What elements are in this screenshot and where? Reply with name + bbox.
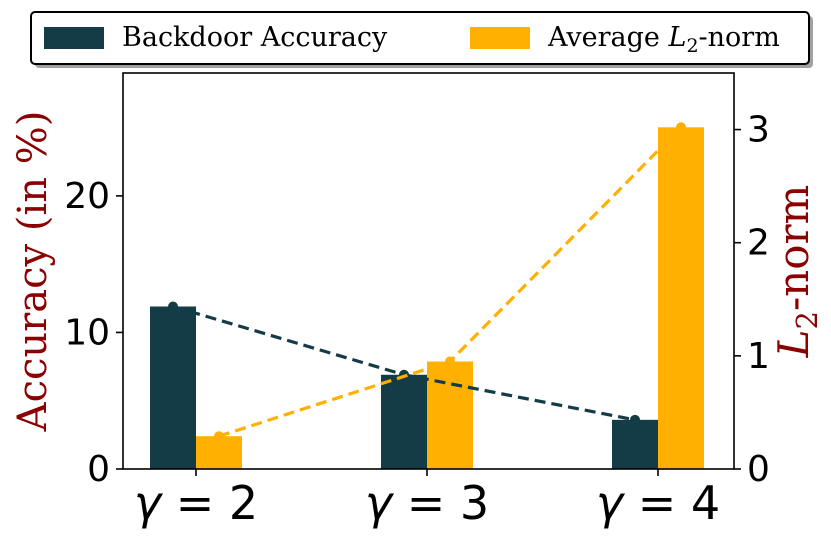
legend-label-backdoor-accuracy: Backdoor Accuracy: [122, 22, 388, 53]
bar-average-l2-norm-3: [658, 127, 704, 470]
point-backdoor-accuracy-3: [630, 414, 640, 425]
y-axis-label-left: Accuracy (in %): [10, 111, 56, 433]
point-backdoor-accuracy-1: [168, 301, 178, 312]
point-average-l2-norm-2: [445, 356, 455, 367]
right-tick-label: 1: [747, 336, 770, 377]
right-tick-label: 0: [747, 449, 770, 490]
left-tick-label: 0: [87, 449, 110, 490]
plot-frame: [122, 72, 735, 470]
legend-swatch-average-l2-norm: [470, 27, 530, 49]
right-tick-label: 3: [747, 110, 770, 151]
bar-average-l2-norm-1: [196, 436, 242, 469]
bar-backdoor-accuracy-1: [150, 306, 196, 469]
x-tick-label: γ = 3: [365, 476, 489, 530]
plot-marks: [150, 122, 704, 470]
x-tick-label: γ = 4: [596, 476, 720, 530]
right-tick-label: 2: [747, 223, 770, 264]
left-axis: 0 10 20: [64, 176, 123, 490]
bar-backdoor-accuracy-2: [381, 374, 427, 469]
x-axis: γ = 2 γ = 3 γ = 4: [134, 469, 720, 530]
left-tick-label: 20: [64, 176, 110, 217]
point-average-l2-norm-1: [214, 431, 224, 442]
x-tick-label: γ = 2: [134, 476, 258, 530]
point-average-l2-norm-3: [676, 122, 686, 133]
left-tick-label: 10: [64, 312, 110, 353]
bar-average-l2-norm-2: [427, 361, 473, 469]
bar-backdoor-accuracy-3: [612, 419, 658, 469]
right-axis: 0 1 2 3: [734, 110, 770, 490]
y-axis-label-right: L2-norm: [769, 185, 824, 359]
legend-label-average-l2-norm: Average L2-norm: [547, 22, 780, 57]
legend-swatch-backdoor-accuracy: [44, 27, 104, 49]
legend: Backdoor Accuracy Average L2-norm: [30, 11, 813, 68]
